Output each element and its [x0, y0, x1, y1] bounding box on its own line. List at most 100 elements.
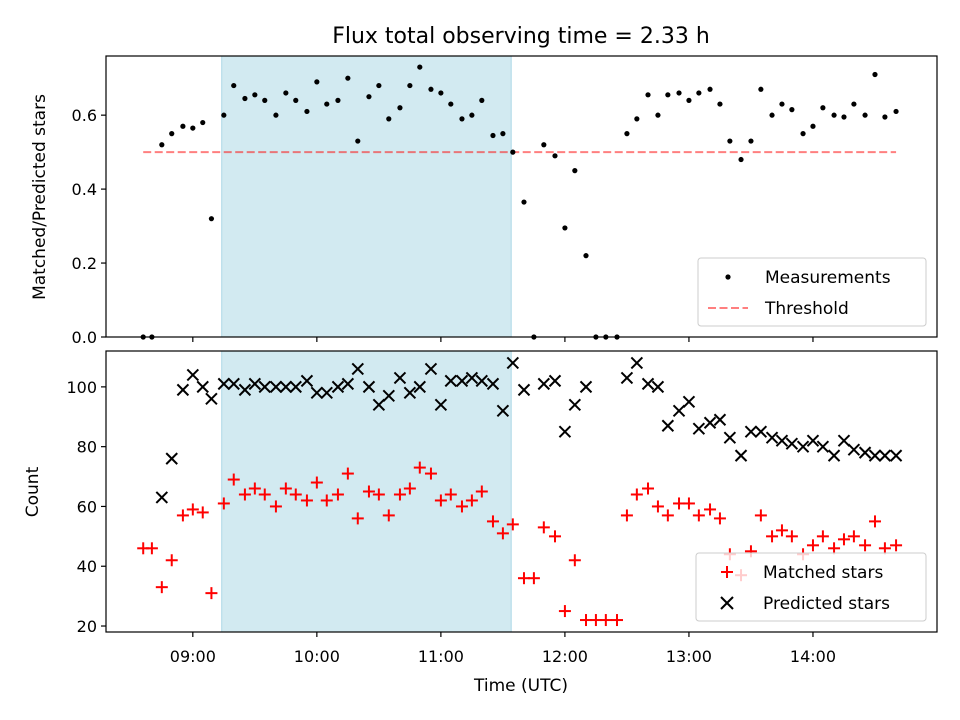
matched-stars-point — [465, 494, 478, 507]
predicted-stars-point — [217, 377, 231, 391]
predicted-stars-point — [858, 446, 872, 459]
matched-stars-point — [496, 527, 509, 540]
measurement-point — [221, 112, 227, 118]
predicted-stars-point — [248, 377, 262, 391]
measurement-point — [417, 64, 423, 70]
predicted-stars-point — [331, 380, 345, 394]
predicted-stars-point — [568, 398, 582, 412]
matched-stars-point — [413, 461, 426, 474]
predicted-stars-point — [176, 383, 190, 397]
top-legend-box — [697, 257, 927, 327]
matched-stars-point — [424, 467, 437, 480]
measurement-point — [273, 112, 279, 118]
measurement-point — [572, 168, 578, 174]
predicted-stars-point — [310, 386, 324, 400]
predicted-stars-point — [796, 440, 810, 453]
predicted-stars-point — [889, 449, 903, 462]
predicted-stars-point — [155, 491, 169, 504]
predicted-stars-point — [269, 380, 283, 394]
predicted-stars-point — [837, 434, 851, 447]
measurement-point — [707, 86, 713, 92]
measurement-point — [872, 71, 878, 78]
matched-stars-point — [568, 554, 581, 567]
matched-stars-point — [475, 485, 488, 498]
matched-stars-point — [692, 509, 705, 522]
chart-title: Flux total observing time = 2.33 h — [332, 24, 710, 49]
measurement-point — [583, 253, 589, 259]
legend-matched-label: Matched stars — [763, 563, 883, 583]
y-tick-label: 0.2 — [72, 254, 97, 273]
matched-stars-point — [310, 476, 323, 489]
matched-stars-point — [176, 509, 189, 522]
y-tick-label: 40 — [77, 557, 97, 576]
matched-stars-point — [878, 542, 891, 555]
matched-stars-point — [362, 485, 375, 498]
y-tick-label: 100 — [66, 378, 97, 397]
predicted-stars-point — [413, 380, 427, 394]
measurement-point — [831, 112, 837, 118]
predicted-stars-point — [630, 356, 644, 370]
matched-stars-point — [775, 524, 788, 537]
predicted-stars-point — [506, 356, 520, 370]
predicted-stars-point — [382, 389, 395, 403]
predicted-stars-point — [434, 398, 448, 412]
matched-stars-point — [816, 530, 829, 543]
predicted-stars-point — [496, 404, 510, 417]
predicted-stars-point — [703, 416, 717, 429]
measurement-point — [469, 112, 475, 118]
predicted-stars-point — [444, 374, 458, 388]
y-tick-label: 60 — [77, 497, 97, 516]
bottom-legend: Matched stars Predicted stars — [695, 552, 927, 622]
predicted-stars-point — [486, 377, 500, 391]
matched-stars-point — [186, 503, 199, 516]
matched-stars-point — [558, 605, 571, 618]
matched-stars-point — [868, 515, 881, 528]
matched-stars-point — [258, 488, 271, 501]
matched-stars-point — [341, 467, 354, 480]
predicted-stars-point — [868, 449, 882, 462]
predicted-stars-point — [775, 434, 789, 447]
measurement-point — [738, 156, 744, 163]
measurement-point — [727, 138, 733, 144]
predicted-stars-point — [785, 437, 799, 450]
measurement-point — [882, 114, 888, 120]
x-tick-label: 12:00 — [542, 647, 588, 666]
measurement-point — [789, 107, 795, 113]
measurement-point — [262, 97, 268, 103]
matched-stars-point — [806, 539, 819, 552]
predicted-stars-point — [723, 431, 737, 444]
measurement-point — [500, 131, 506, 137]
bottom-panel: 20 40 60 80 100 09:00 10:00 11:00 12:00 13:00 14:… — [23, 350, 938, 696]
predicted-stars-point — [692, 422, 706, 435]
measurement-point — [634, 116, 640, 122]
measurement-point — [438, 90, 444, 96]
measurement-point — [510, 149, 516, 155]
measurement-point — [293, 97, 299, 103]
measurement-point — [562, 225, 568, 231]
measurement-point — [479, 97, 485, 103]
measurement-point — [304, 108, 310, 115]
measurement-point — [208, 216, 215, 222]
measurement-point — [407, 82, 413, 89]
matched-stars-point — [372, 488, 385, 501]
measurement-point — [748, 138, 754, 144]
measurement-point — [345, 75, 351, 81]
measurement-point — [490, 132, 496, 139]
measurement-point — [779, 101, 785, 107]
predicted-stars-point — [300, 374, 314, 388]
matched-stars-point — [455, 500, 468, 513]
measurement-point — [696, 90, 702, 96]
matched-stars-point — [859, 539, 872, 552]
matched-stars-point — [196, 506, 209, 519]
matched-stars-point — [704, 503, 717, 516]
predicted-stars-point — [475, 374, 489, 388]
y-tick-label: 80 — [77, 438, 97, 457]
predicted-stars-point — [372, 398, 386, 412]
measurement-point — [159, 142, 165, 148]
y-tick-label: 0.6 — [72, 106, 97, 125]
predicted-stars-point — [258, 380, 271, 394]
matched-stars-point — [300, 494, 313, 507]
top-plot-frame — [105, 55, 938, 338]
measurement-point — [800, 131, 806, 137]
matched-stars-point — [754, 509, 767, 522]
